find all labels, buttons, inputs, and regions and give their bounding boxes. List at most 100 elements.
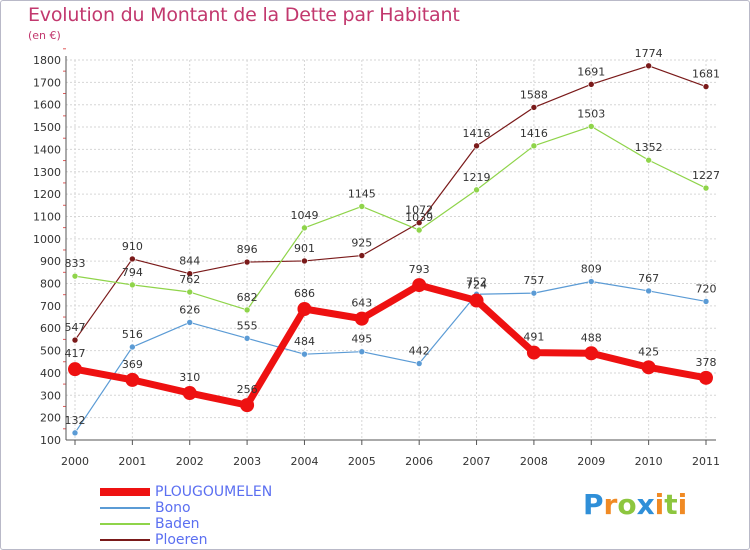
- data-point-ploeren: [186, 270, 194, 277]
- data-label-plougoumelen: 310: [179, 371, 200, 384]
- x-tick-label: 2004: [290, 455, 318, 468]
- data-point-bono: [243, 334, 251, 342]
- data-label-ploeren: 844: [179, 255, 200, 268]
- data-point-plougoumelen: [469, 293, 484, 308]
- data-label-baden: 1219: [463, 171, 491, 184]
- legend-item-baden: Baden: [100, 516, 360, 532]
- data-point-plougoumelen: [182, 386, 197, 401]
- data-point-ploeren: [587, 81, 595, 88]
- data-point-baden: [530, 142, 538, 150]
- data-label-plougoumelen: 378: [696, 356, 717, 369]
- data-point-ploeren: [645, 62, 652, 70]
- data-label-ploeren: 1072: [405, 204, 433, 217]
- y-tick-label: 400: [40, 367, 61, 380]
- x-tick-label: 2000: [61, 455, 89, 468]
- data-label-ploeren: 547: [65, 321, 86, 334]
- legend-swatch-ploeren: [100, 539, 150, 541]
- y-tick-label: 100: [40, 434, 61, 447]
- data-label-ploeren: 1774: [635, 47, 663, 60]
- y-tick-label: 800: [40, 278, 61, 291]
- logo-letter: t: [664, 488, 678, 521]
- data-point-bono: [415, 360, 423, 367]
- legend: PLOUGOUMELEN Bono Baden Ploeren: [100, 484, 360, 548]
- data-label-bono: 132: [65, 414, 86, 427]
- data-point-plougoumelen: [68, 362, 82, 377]
- series-line-baden: [74, 125, 707, 311]
- data-label-baden: 762: [179, 273, 200, 286]
- x-tick-label: 2008: [520, 455, 548, 468]
- data-point-bono: [186, 319, 194, 326]
- logo-letter: i: [677, 488, 688, 521]
- data-point-baden: [702, 184, 710, 192]
- y-tick-label: 200: [40, 412, 61, 425]
- data-label-plougoumelen: 488: [581, 331, 602, 344]
- data-point-baden: [587, 123, 595, 130]
- x-tick-label: 2010: [635, 455, 663, 468]
- data-label-baden: 1227: [692, 169, 720, 182]
- logo-letter: o: [617, 488, 637, 521]
- data-point-baden: [645, 156, 652, 164]
- data-point-baden: [71, 272, 79, 280]
- legend-label-ploeren: Ploeren: [155, 532, 208, 548]
- y-tick-label: 500: [40, 345, 61, 358]
- data-label-baden: 833: [65, 257, 86, 270]
- data-point-ploeren: [71, 336, 79, 344]
- y-tick-label: 900: [40, 255, 61, 268]
- data-label-baden: 682: [237, 291, 258, 304]
- data-label-plougoumelen: 643: [351, 297, 372, 310]
- plot-area: [66, 60, 716, 440]
- x-tick-label: 2006: [405, 455, 433, 468]
- series-line-bono: [74, 280, 707, 434]
- data-point-baden: [415, 226, 423, 234]
- legend-label-plougoumelen: PLOUGOUMELEN: [155, 484, 273, 500]
- legend-swatch-baden: [100, 523, 150, 525]
- data-point-bono: [129, 343, 136, 351]
- data-point-ploeren: [358, 252, 366, 259]
- y-tick-label: 1800: [33, 54, 61, 67]
- data-point-bono: [587, 278, 595, 285]
- x-tick-label: 2002: [176, 455, 204, 468]
- legend-label-baden: Baden: [155, 516, 200, 532]
- legend-item-plougoumelen: PLOUGOUMELEN: [100, 484, 360, 500]
- data-label-plougoumelen: 369: [122, 358, 143, 371]
- data-label-ploeren: 896: [237, 243, 258, 256]
- data-point-plougoumelen: [240, 398, 255, 413]
- series-line-ploeren: [74, 65, 707, 341]
- data-point-plougoumelen: [412, 278, 427, 293]
- y-tick-label: 1200: [33, 188, 61, 201]
- data-label-ploeren: 1416: [463, 127, 491, 140]
- data-label-plougoumelen: 724: [466, 279, 487, 292]
- logo-letter: x: [636, 488, 655, 521]
- data-point-ploeren: [129, 255, 136, 263]
- data-label-ploeren: 1681: [692, 68, 720, 81]
- y-tick-label: 1500: [33, 121, 61, 134]
- data-label-ploeren: 925: [351, 237, 372, 250]
- data-point-ploeren: [301, 257, 308, 265]
- x-tick-label: 2007: [463, 455, 491, 468]
- data-label-plougoumelen: 491: [523, 331, 544, 344]
- y-tick-label: 1100: [33, 210, 61, 223]
- data-point-baden: [243, 306, 251, 314]
- data-label-bono: 809: [581, 263, 602, 276]
- y-tick-label: 300: [40, 389, 61, 402]
- data-label-ploeren: 1691: [577, 65, 605, 78]
- y-tick-label: 1600: [33, 99, 61, 112]
- x-tick-label: 2005: [348, 455, 376, 468]
- data-label-bono: 484: [294, 335, 315, 348]
- data-label-plougoumelen: 425: [638, 345, 659, 358]
- series-line-plougoumelen: [74, 281, 707, 409]
- data-point-baden: [186, 288, 194, 296]
- data-point-bono: [530, 289, 538, 297]
- data-point-bono: [71, 429, 79, 437]
- proxiti-logo: Proxiti: [583, 488, 687, 521]
- data-point-plougoumelen: [125, 372, 140, 387]
- y-tick-label: 1000: [33, 233, 61, 246]
- data-point-bono: [702, 298, 710, 305]
- legend-item-bono: Bono: [100, 500, 360, 516]
- y-tick-label: 1400: [33, 143, 61, 156]
- legend-swatch-bono: [100, 507, 150, 509]
- data-label-baden: 1503: [577, 107, 605, 120]
- logo-letter: P: [583, 488, 604, 521]
- data-label-ploeren: 1588: [520, 88, 548, 101]
